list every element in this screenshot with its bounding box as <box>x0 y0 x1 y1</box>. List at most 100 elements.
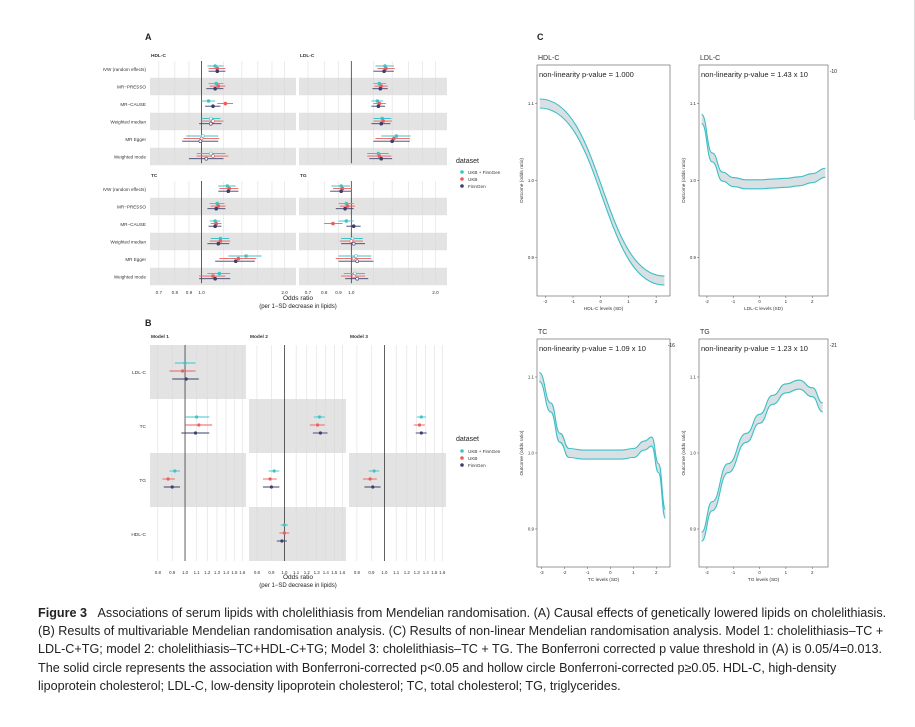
point-estimate <box>272 469 276 473</box>
legend-label-finngen-b: FinnGen <box>468 463 486 468</box>
plot-title: TC <box>538 329 547 336</box>
point-estimate <box>379 156 384 161</box>
x-tick-label: 0.8 <box>172 290 179 295</box>
point-estimate <box>214 81 219 86</box>
x-tick-label: 0.9 <box>368 570 375 575</box>
point-estimate <box>339 189 343 193</box>
x-tick-label: 0.7 <box>305 290 312 295</box>
legend-label-ukb-b: UKB <box>468 456 477 461</box>
point-estimate <box>268 477 272 481</box>
point-estimate <box>213 224 217 228</box>
figure-canvas: A B C HDL-C IVW (random effects) MR−PRESSO… <box>103 32 837 589</box>
row-band <box>299 232 447 251</box>
point-estimate <box>376 104 381 108</box>
y-axis-label: Outcome (odds ratio) <box>681 430 687 475</box>
point-estimate <box>381 119 385 123</box>
x-tick-label: 1 <box>785 299 788 304</box>
row-label: HDL-C <box>131 532 146 538</box>
x-tick-label: 0.9 <box>169 570 176 575</box>
point-estimate <box>280 539 284 543</box>
point-estimate <box>211 274 215 278</box>
ci-upper-line <box>538 371 666 510</box>
y-tick-label: 1.0 <box>690 178 697 183</box>
ci-lower-line <box>701 388 823 542</box>
point-estimate <box>378 86 383 91</box>
method-label: MR−PRESSO <box>117 205 146 210</box>
point-estimate <box>394 134 399 138</box>
nonlinearity-exponent: -16 <box>668 343 675 349</box>
x-tick-label: 0.9 <box>335 290 342 295</box>
y-tick-label: 0.9 <box>528 255 535 260</box>
facet-label-tg: TG <box>300 173 307 179</box>
point-estimate <box>211 104 215 108</box>
panel-b-forest-plot: Model 10.8 0.9 1.0 1.1 1.2 1.3 1.4 1.5 1.6Model … <box>131 334 446 575</box>
method-label: MR Egger <box>125 137 146 142</box>
ci-lower-line <box>539 107 665 286</box>
point-estimate <box>331 221 335 226</box>
point-estimate <box>382 69 386 73</box>
x-tick-label: -1 <box>571 299 575 304</box>
x-tick-label: 1.4 <box>423 570 430 575</box>
x-tick-label: -2 <box>705 570 709 575</box>
x-axis-label: TC levels (SD) <box>588 577 620 583</box>
x-tick-label: 1.1 <box>393 570 400 575</box>
row-band <box>299 197 447 216</box>
point-estimate <box>180 369 185 373</box>
point-estimate <box>345 204 350 208</box>
y-tick-label: 0.9 <box>528 527 535 532</box>
point-estimate <box>316 423 320 427</box>
x-axis-label: LDL-C levels (SD) <box>744 306 783 312</box>
point-estimate <box>392 136 396 141</box>
legend-marker-finngen-b <box>460 463 464 467</box>
y-tick-label: 1.1 <box>528 375 535 380</box>
legend-label-finngen: FinnGen <box>468 184 486 189</box>
ci-upper-line <box>701 379 823 533</box>
point-estimate <box>354 254 358 258</box>
x-tick-label: 0 <box>600 299 603 304</box>
nonlinearity-exponent: -10 <box>830 69 837 75</box>
point-estimate <box>351 241 356 246</box>
x-tick-label: 2.0 <box>432 290 439 295</box>
x-tick-label: 1.5 <box>231 570 238 575</box>
y-axis-label: Outcome (odds ratio) <box>681 158 687 203</box>
caption-text: Associations of serum lipids with cholel… <box>38 606 887 693</box>
point-estimate <box>351 256 356 261</box>
row-band <box>150 453 246 507</box>
x-tick-label: 0.8 <box>254 570 261 575</box>
panel-b-letter: B <box>145 318 152 328</box>
method-label: MR Egger <box>125 257 146 262</box>
point-estimate <box>213 276 217 281</box>
point-estimate <box>282 523 286 527</box>
point-estimate <box>218 239 223 243</box>
method-label: Weighted mode <box>114 155 147 160</box>
row-band <box>299 267 447 286</box>
point-estimate <box>318 431 322 435</box>
point-estimate <box>419 431 423 435</box>
row-band <box>249 507 346 561</box>
point-estimate <box>225 184 230 188</box>
point-estimate <box>213 86 217 91</box>
panel-a-axis-title: Odds ratio <box>283 295 313 302</box>
x-tick-label: -2 <box>563 570 567 575</box>
panel-c-nonlinear-plots: HDL-C non-linearity p-value = 1.000 Outcom… <box>519 55 837 583</box>
x-tick-label: 1.2 <box>404 570 411 575</box>
point-estimate <box>368 477 372 481</box>
row-band <box>349 453 446 507</box>
x-tick-label: 1.4 <box>223 570 230 575</box>
nonlinearity-annotation: non-linearity p-value = 1.000 <box>539 70 634 79</box>
panel-c-letter: C <box>537 32 544 42</box>
nonlinearity-exponent: -21 <box>830 343 837 349</box>
confidence-ribbon <box>539 99 665 286</box>
x-tick-label: -3 <box>540 570 544 575</box>
point-estimate <box>170 485 174 489</box>
y-tick-label: 1.1 <box>528 101 535 106</box>
y-tick-label: 0.9 <box>690 527 697 532</box>
x-tick-label: 1.1 <box>293 570 300 575</box>
x-tick-label: 2 <box>655 570 658 575</box>
legend-marker-finngen <box>460 184 464 188</box>
x-tick-label: 1.0 <box>348 290 355 295</box>
point-estimate <box>184 377 188 381</box>
point-estimate <box>216 241 221 246</box>
ci-upper-line <box>701 113 826 181</box>
point-estimate <box>206 99 211 103</box>
